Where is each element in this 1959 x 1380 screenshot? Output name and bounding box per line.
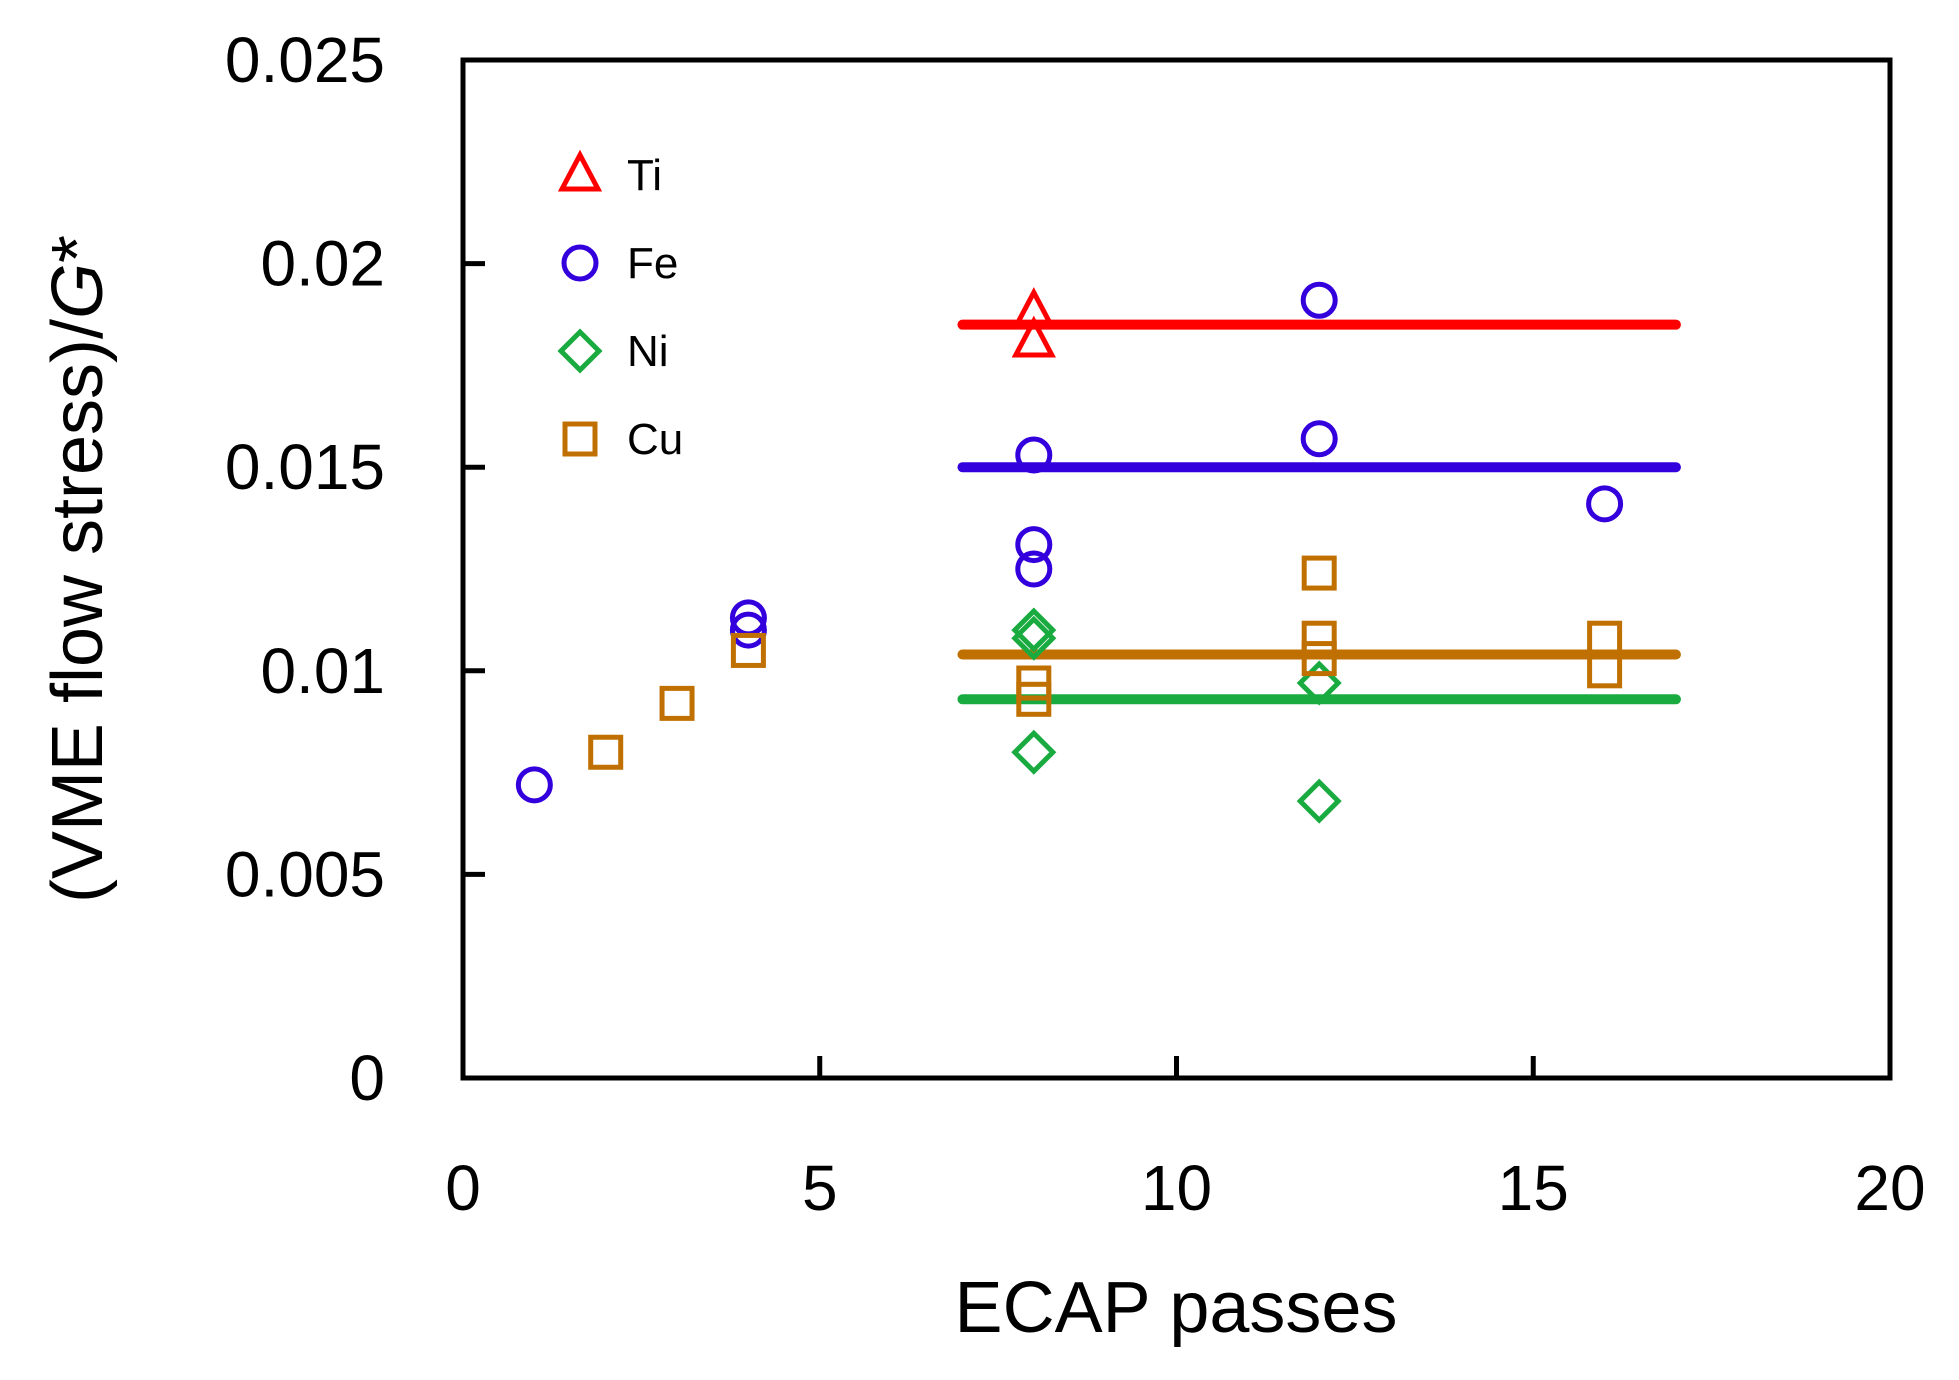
legend-marker-ti <box>557 149 603 192</box>
legend-marker-cu <box>562 421 598 457</box>
data-point-ni <box>1011 615 1057 661</box>
data-point-cu <box>1301 641 1337 677</box>
legend-marker-fe <box>561 244 599 282</box>
data-point-ni <box>1011 729 1057 775</box>
x-axis: 0 5 10 15 20 <box>445 1056 1926 1224</box>
data-point-fe <box>515 766 553 804</box>
data-point-fe <box>1300 281 1338 319</box>
y-axis-title-symbol: G <box>38 263 118 319</box>
x-tick-label: 15 <box>1498 1152 1569 1224</box>
data-point-ni <box>1296 778 1342 824</box>
legend-label-ni: Ni <box>627 327 669 376</box>
data-point-fe <box>1015 550 1053 588</box>
legend-label-fe: Fe <box>627 239 678 288</box>
legend-label-cu: Cu <box>627 415 683 464</box>
data-point-ti <box>1011 315 1056 358</box>
data-point-fe <box>1586 485 1624 523</box>
x-tick-label: 20 <box>1854 1152 1925 1224</box>
data-point-cu <box>659 685 695 721</box>
data-point-cu <box>1301 555 1337 591</box>
data-point-cu <box>1587 653 1623 689</box>
y-axis-title: (VME flow stress)/G* <box>38 235 118 903</box>
data-point-ni <box>1296 660 1342 706</box>
x-tick-label: 5 <box>802 1152 838 1224</box>
y-tick-label: 0.01 <box>260 635 385 707</box>
data-point-fe <box>1300 420 1338 458</box>
data-point-fe <box>1015 436 1053 474</box>
data-point-fe <box>729 611 767 649</box>
x-tick-label: 10 <box>1141 1152 1212 1224</box>
plot-frame <box>460 57 1893 1081</box>
data-point-ni <box>1011 607 1057 653</box>
x-tick-label: 0 <box>445 1152 481 1224</box>
y-tick-label: 0 <box>349 1042 385 1114</box>
legend-marker-ni <box>557 328 603 374</box>
legend-label-ti: Ti <box>627 151 662 200</box>
data-point-cu <box>588 734 624 770</box>
y-tick-label: 0.02 <box>260 228 385 300</box>
data-point-cu <box>730 632 766 668</box>
legend: Ti Fe Ni Cu <box>557 149 683 464</box>
data-markers <box>515 281 1624 824</box>
data-point-cu <box>1301 620 1337 656</box>
data-point-cu <box>1587 620 1623 656</box>
x-axis-title: ECAP passes <box>955 1268 1398 1348</box>
y-tick-label: 0.005 <box>225 838 385 910</box>
y-axis: 0 0.005 0.01 0.015 0.02 0.025 <box>225 24 485 1114</box>
y-tick-label: 0.025 <box>225 24 385 96</box>
data-point-cu <box>1016 681 1052 717</box>
y-tick-label: 0.015 <box>225 431 385 503</box>
y-axis-title-main: (VME flow stress)/ <box>38 319 118 903</box>
data-point-ti <box>1011 287 1056 329</box>
y-axis-title-suffix: * <box>38 235 118 263</box>
data-point-fe <box>1015 526 1053 564</box>
